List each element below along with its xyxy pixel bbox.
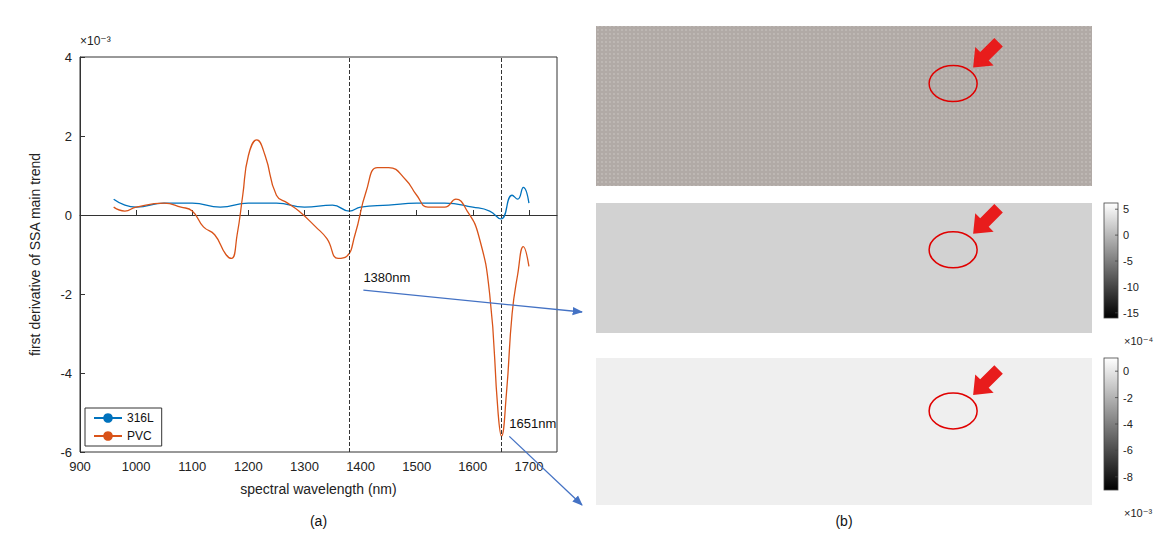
svg-text:-5: -5 bbox=[1123, 255, 1133, 267]
svg-text:×10⁻³: ×10⁻³ bbox=[1124, 507, 1152, 519]
svg-text:1380nm: 1380nm bbox=[363, 270, 410, 285]
svg-text:2: 2 bbox=[65, 129, 72, 144]
svg-text:-2: -2 bbox=[60, 287, 72, 302]
svg-text:0: 0 bbox=[65, 208, 72, 223]
svg-text:(a): (a) bbox=[310, 513, 327, 529]
svg-text:1500: 1500 bbox=[402, 459, 431, 474]
svg-text:1100: 1100 bbox=[178, 459, 206, 474]
svg-text:1000: 1000 bbox=[122, 459, 151, 474]
svg-text:-6: -6 bbox=[1123, 444, 1133, 456]
svg-text:-6: -6 bbox=[60, 445, 72, 460]
svg-text:spectral wavelength (nm): spectral wavelength (nm) bbox=[240, 481, 396, 497]
svg-text:316L: 316L bbox=[127, 411, 154, 425]
svg-text:900: 900 bbox=[69, 459, 91, 474]
svg-text:-10: -10 bbox=[1123, 281, 1139, 293]
svg-text:1651nm: 1651nm bbox=[509, 416, 556, 431]
svg-text:4: 4 bbox=[65, 50, 72, 65]
svg-text:1400: 1400 bbox=[346, 459, 375, 474]
svg-text:1600: 1600 bbox=[458, 459, 487, 474]
svg-text:PVC: PVC bbox=[127, 429, 152, 443]
svg-text:-2: -2 bbox=[1123, 392, 1133, 404]
svg-text:(b): (b) bbox=[835, 513, 852, 529]
svg-text:1300: 1300 bbox=[290, 459, 319, 474]
svg-text:×10⁻⁴: ×10⁻⁴ bbox=[1124, 335, 1153, 347]
svg-text:1700: 1700 bbox=[514, 459, 543, 474]
svg-text:5: 5 bbox=[1123, 203, 1129, 215]
svg-text:-15: -15 bbox=[1123, 307, 1139, 319]
svg-text:0: 0 bbox=[1123, 365, 1129, 377]
svg-text:1200: 1200 bbox=[234, 459, 263, 474]
svg-text:-4: -4 bbox=[60, 366, 72, 381]
svg-text:-4: -4 bbox=[1123, 418, 1133, 430]
svg-text:-8: -8 bbox=[1123, 471, 1133, 483]
svg-text:×10⁻³: ×10⁻³ bbox=[80, 34, 111, 48]
svg-text:first derivative of SSA main t: first derivative of SSA main trend bbox=[27, 153, 43, 356]
svg-text:0: 0 bbox=[1123, 229, 1129, 241]
